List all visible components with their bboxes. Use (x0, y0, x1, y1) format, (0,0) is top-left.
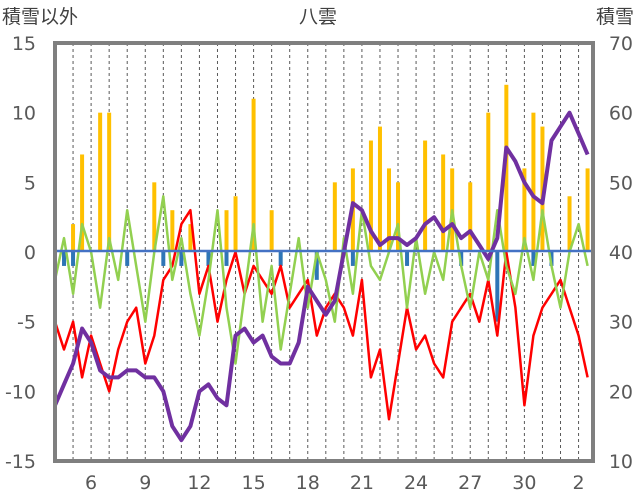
plot-frame (53, 41, 595, 463)
bar (224, 210, 229, 252)
bar (522, 168, 527, 252)
x-tick-label: 12 (187, 472, 211, 494)
bar (71, 252, 76, 266)
bar (206, 252, 211, 266)
left-tick-label: -5 (17, 312, 36, 334)
chart-title: 八雲 (299, 6, 337, 28)
bar (423, 140, 428, 252)
bar (405, 252, 410, 266)
bar (161, 252, 166, 266)
bar (71, 224, 76, 252)
x-tick-label: 2 (573, 472, 585, 494)
bar (468, 182, 473, 252)
bar (224, 252, 229, 266)
bar (98, 112, 103, 253)
x-tick-label: 15 (241, 472, 265, 494)
bar (350, 252, 355, 266)
bar-series (62, 84, 590, 322)
bar (585, 168, 590, 252)
bar (368, 140, 373, 252)
right-tick-label: 70 (609, 33, 633, 55)
bar (332, 182, 337, 252)
right-axis-label: 積雪 (596, 6, 634, 28)
left-tick-label: -10 (5, 381, 36, 403)
bar (179, 252, 184, 266)
left-tick-label: -15 (5, 451, 36, 473)
bar (170, 210, 175, 252)
bar (531, 252, 536, 266)
left-axis-label: 積雪以外 (2, 6, 78, 28)
x-tick-label: 27 (458, 472, 482, 494)
bar (233, 196, 238, 252)
right-tick-label: 50 (609, 172, 633, 194)
series-line (53, 208, 589, 421)
bar (504, 84, 509, 252)
x-tick-label: 30 (512, 472, 536, 494)
bar (278, 252, 283, 266)
bar (251, 98, 256, 252)
bar (377, 126, 382, 252)
bar (107, 112, 112, 253)
left-tick-label: 0 (24, 242, 36, 264)
x-tick-label: 21 (350, 472, 374, 494)
bar (567, 196, 572, 252)
right-tick-label: 30 (609, 312, 633, 334)
bar (531, 112, 536, 253)
bar (188, 224, 193, 252)
left-tick-label: 5 (24, 172, 36, 194)
x-tick-label: 24 (404, 472, 428, 494)
bar (125, 252, 130, 266)
left-axis-ticks: 15 10 5 0 -5 -10 -15 (5, 33, 36, 473)
bar (486, 112, 491, 253)
bar (62, 252, 67, 266)
series-line (53, 110, 590, 443)
right-tick-label: 20 (609, 381, 633, 403)
bar (152, 182, 157, 252)
x-tick-label: 9 (139, 472, 151, 494)
right-tick-label: 40 (609, 242, 633, 264)
right-axis-ticks: 70 60 50 40 30 20 10 (609, 33, 633, 473)
bar (314, 252, 319, 280)
bar (269, 210, 274, 252)
x-axis-ticks: 6 9 12 15 18 21 24 27 30 2 (85, 472, 585, 494)
bar (495, 252, 500, 322)
left-tick-label: 15 (12, 33, 36, 55)
left-tick-label: 10 (12, 103, 36, 125)
bar (386, 168, 391, 252)
bar (396, 182, 401, 252)
right-tick-label: 10 (609, 451, 633, 473)
right-tick-label: 60 (609, 103, 633, 125)
bar (80, 154, 85, 252)
x-tick-label: 18 (296, 472, 320, 494)
x-tick-label: 6 (85, 472, 97, 494)
line-series (53, 110, 590, 443)
bar (441, 154, 446, 252)
